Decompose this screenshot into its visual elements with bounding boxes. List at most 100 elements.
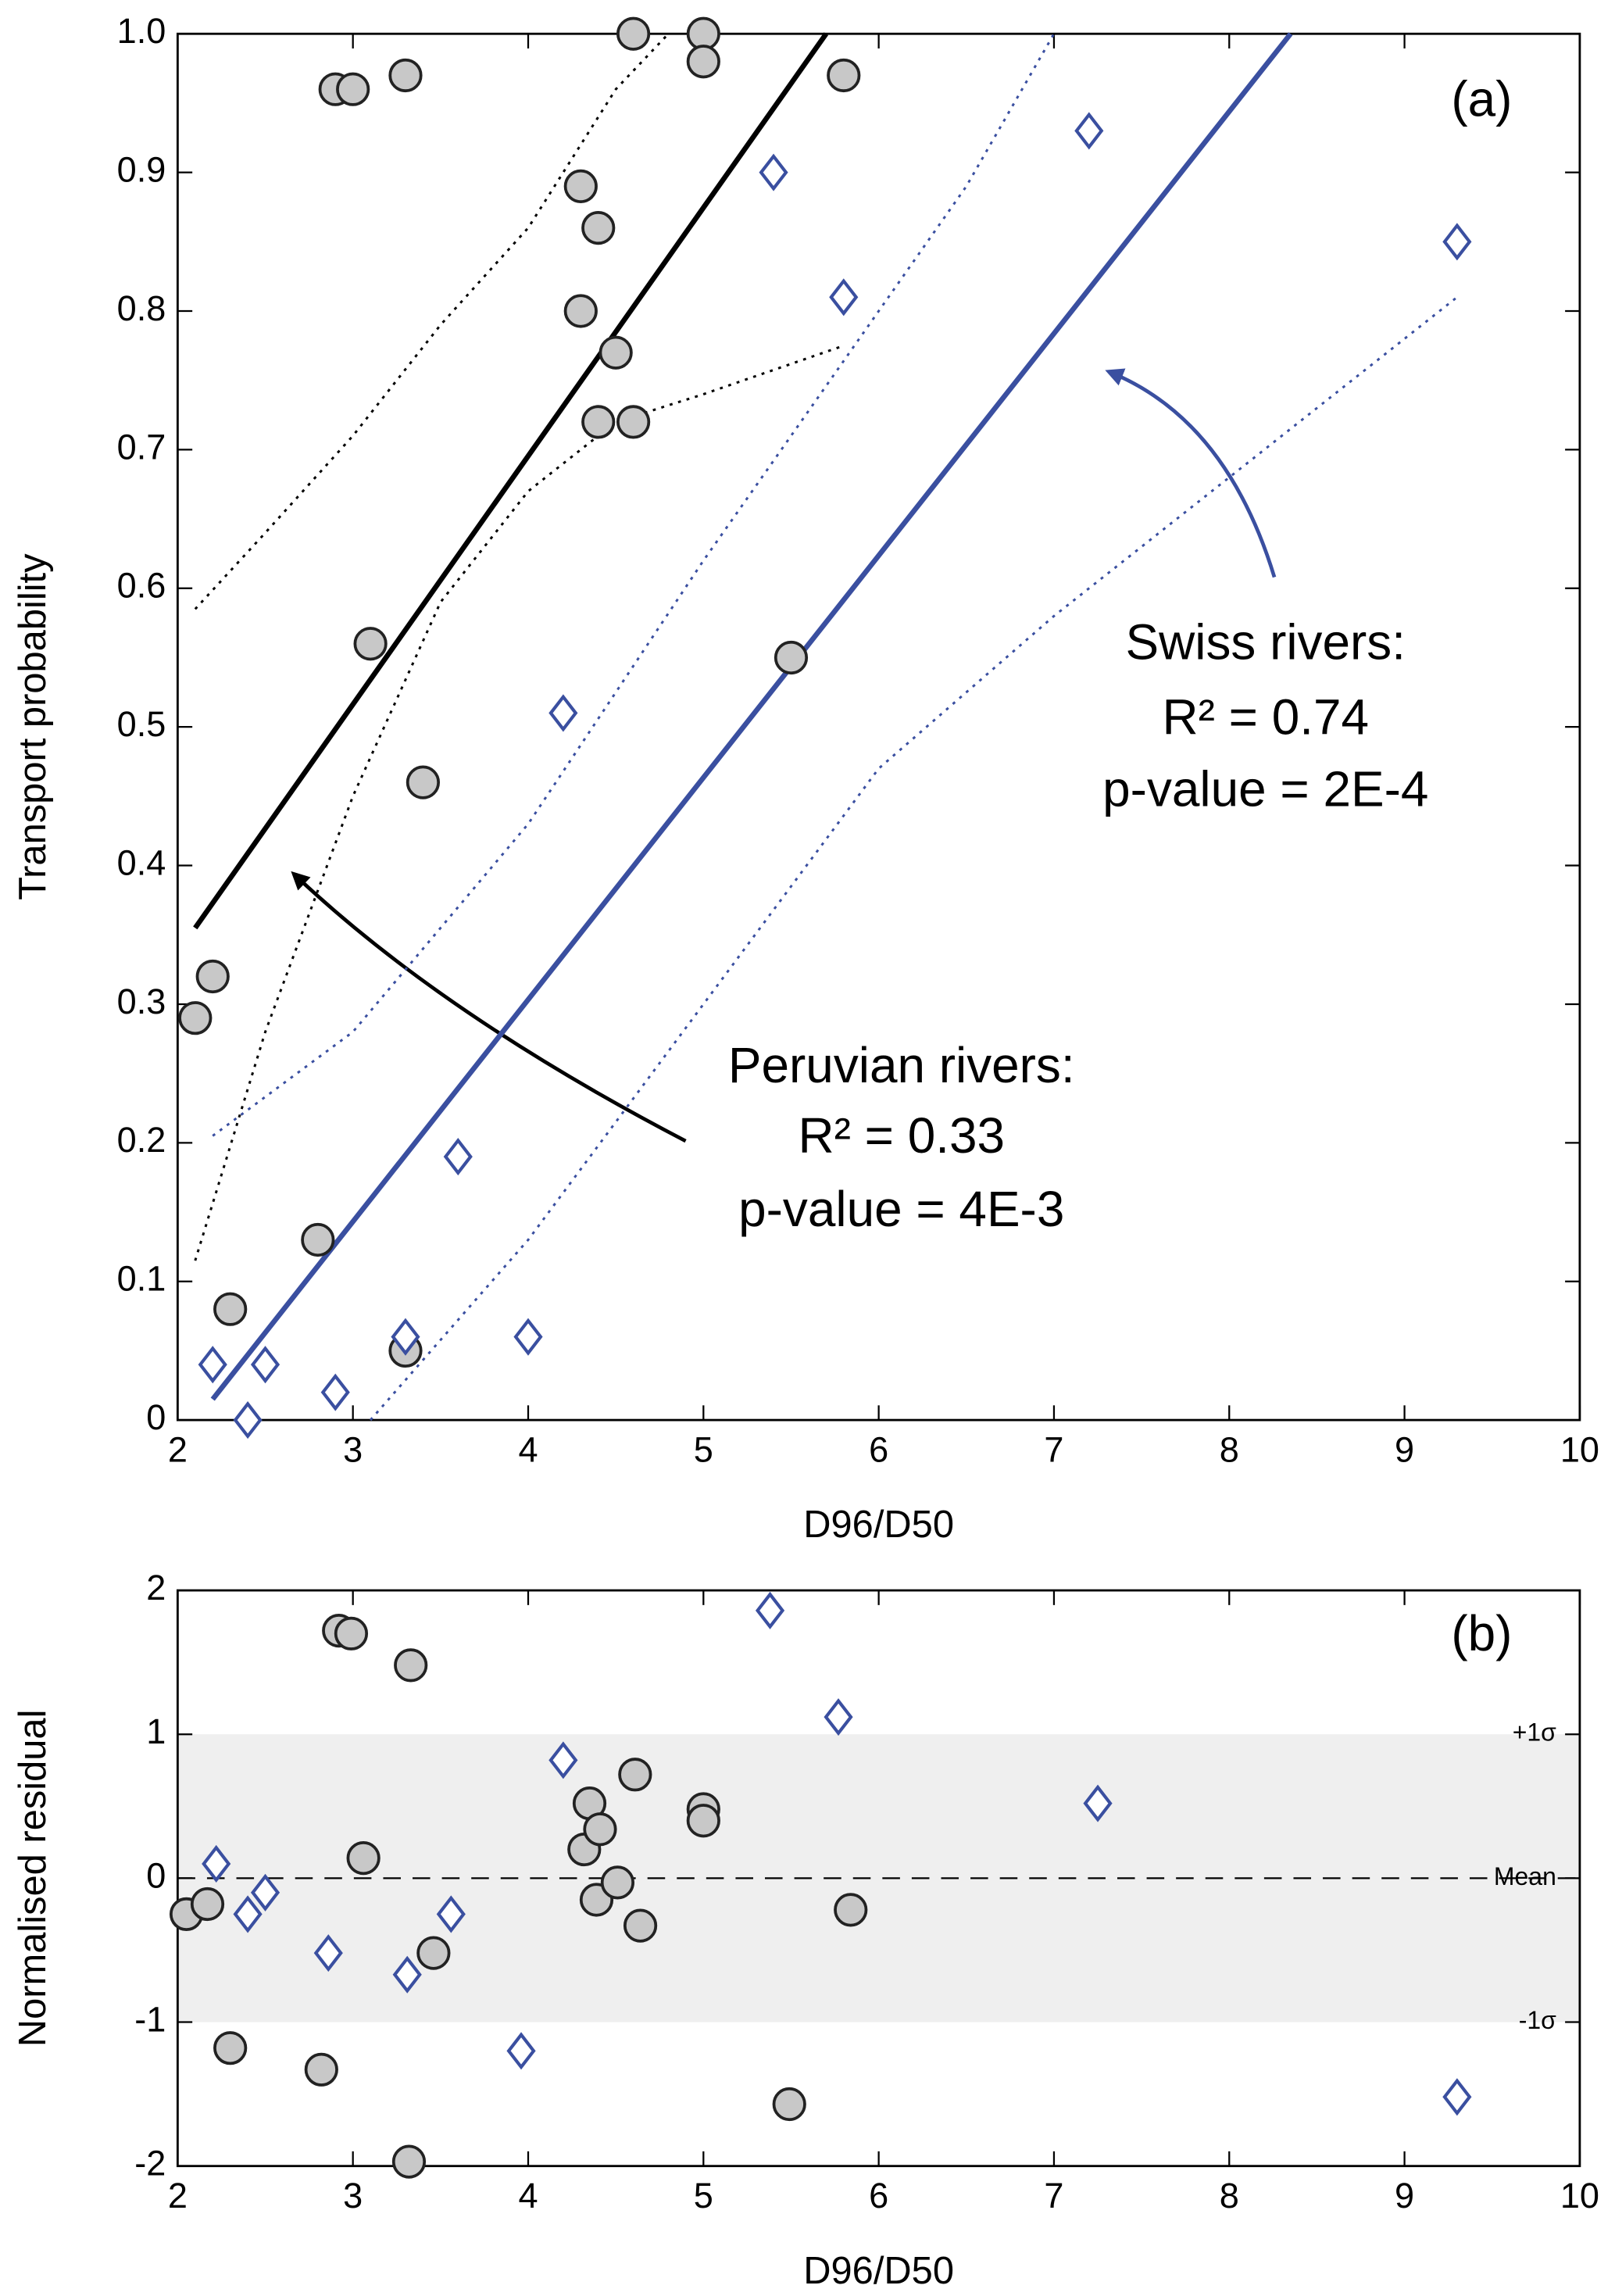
point [391, 1318, 420, 1356]
x-tick-label: 5 [694, 1429, 713, 1469]
annotation: (a) [1451, 70, 1512, 127]
y-tick-label: 2 [146, 1568, 166, 1608]
y-axis-label: Transport probability [12, 553, 54, 900]
x-tick-label: 9 [1395, 1429, 1414, 1469]
x-tick-label: 9 [1395, 2176, 1414, 2216]
point [1083, 1784, 1113, 1822]
point [388, 58, 423, 93]
reference-label: -1σ [1519, 2006, 1556, 2034]
x-tick-label: 2 [168, 1429, 188, 1469]
point [346, 1840, 381, 1876]
point [827, 58, 861, 93]
point [824, 1698, 853, 1736]
x-tick-label: 7 [1044, 1429, 1063, 1469]
point [392, 1955, 422, 1994]
point [1074, 112, 1104, 150]
annotation: p-value = 2E-4 [1102, 761, 1428, 817]
x-tick-label: 10 [1560, 1429, 1599, 1469]
fit-line [210, 32, 1293, 1401]
point [581, 405, 616, 439]
point [195, 959, 230, 994]
x-tick-label: 8 [1220, 2176, 1239, 2216]
point [506, 2032, 536, 2070]
point [581, 210, 616, 245]
point [202, 1844, 231, 1883]
fit-line [369, 296, 1458, 1422]
fit-line [194, 33, 670, 610]
point [583, 1812, 617, 1847]
point [443, 1138, 473, 1176]
point [334, 1616, 369, 1650]
point [320, 1373, 350, 1411]
point [213, 1292, 248, 1326]
annotation: Peruvian rivers: [728, 1037, 1075, 1093]
annotation: p-value = 4E-3 [738, 1181, 1064, 1237]
x-tick-label: 3 [343, 2176, 363, 2216]
point [598, 335, 633, 370]
point [834, 1893, 868, 1927]
fit-line [212, 33, 1056, 1137]
y-tick-label: 1 [146, 1711, 166, 1751]
point [774, 640, 809, 675]
point [436, 1895, 466, 1933]
x-tick-label: 5 [694, 2176, 713, 2216]
x-tick-label: 4 [518, 2176, 538, 2216]
point [353, 627, 388, 661]
x-tick-label: 2 [168, 2176, 188, 2216]
x-tick-label: 3 [343, 1429, 363, 1469]
point [250, 1346, 280, 1384]
x-axis-label: D96/D50 [803, 1504, 954, 1546]
y-tick-label: 0.9 [117, 150, 166, 190]
point [190, 1887, 225, 1922]
point [513, 1318, 543, 1356]
fit-line [194, 344, 845, 1261]
point [623, 1908, 658, 1943]
point [616, 16, 651, 51]
reference-label: Mean [1494, 1862, 1556, 1890]
point [686, 1804, 720, 1838]
annotation: (b) [1451, 1605, 1512, 1661]
point [233, 1895, 263, 1933]
y-tick-label: 0.1 [117, 1259, 166, 1299]
y-tick-label: 0.5 [117, 704, 166, 744]
x-axis-label: D96/D50 [803, 2250, 954, 2292]
point [548, 694, 578, 732]
point [829, 278, 859, 317]
x-tick-label: 4 [518, 1429, 538, 1469]
x-tick-label: 10 [1560, 2176, 1599, 2216]
point [616, 405, 651, 439]
point [1442, 2078, 1472, 2116]
y-tick-label: 0.2 [117, 1120, 166, 1160]
point [391, 2144, 427, 2179]
point [1442, 223, 1472, 261]
fit-line [193, 32, 829, 930]
y-tick-label: 1.0 [117, 11, 166, 51]
point [301, 1222, 335, 1257]
point [406, 765, 441, 799]
point [394, 1648, 428, 1683]
point [304, 2052, 338, 2087]
point [563, 169, 598, 203]
point [686, 45, 720, 79]
point [618, 1758, 652, 1792]
y-tick-label: -2 [134, 2144, 166, 2183]
y-tick-label: 0.7 [117, 427, 166, 467]
y-axis-label: Normalised residual [12, 1710, 54, 2047]
point [250, 1873, 280, 1912]
x-tick-label: 6 [869, 1429, 888, 1469]
annotation: R² = 0.33 [799, 1107, 1006, 1164]
y-tick-label: 0.4 [117, 842, 166, 882]
y-tick-label: 0 [146, 1855, 166, 1895]
point [772, 2087, 806, 2122]
point [755, 1591, 785, 1629]
point [563, 294, 598, 328]
reference-label: +1σ [1513, 1718, 1556, 1747]
point [686, 16, 720, 51]
y-tick-label: -1 [134, 1999, 166, 2039]
x-tick-label: 7 [1044, 2176, 1063, 2216]
point [313, 1934, 343, 1972]
annotation: Swiss rivers: [1126, 614, 1406, 671]
x-tick-label: 8 [1220, 1429, 1239, 1469]
